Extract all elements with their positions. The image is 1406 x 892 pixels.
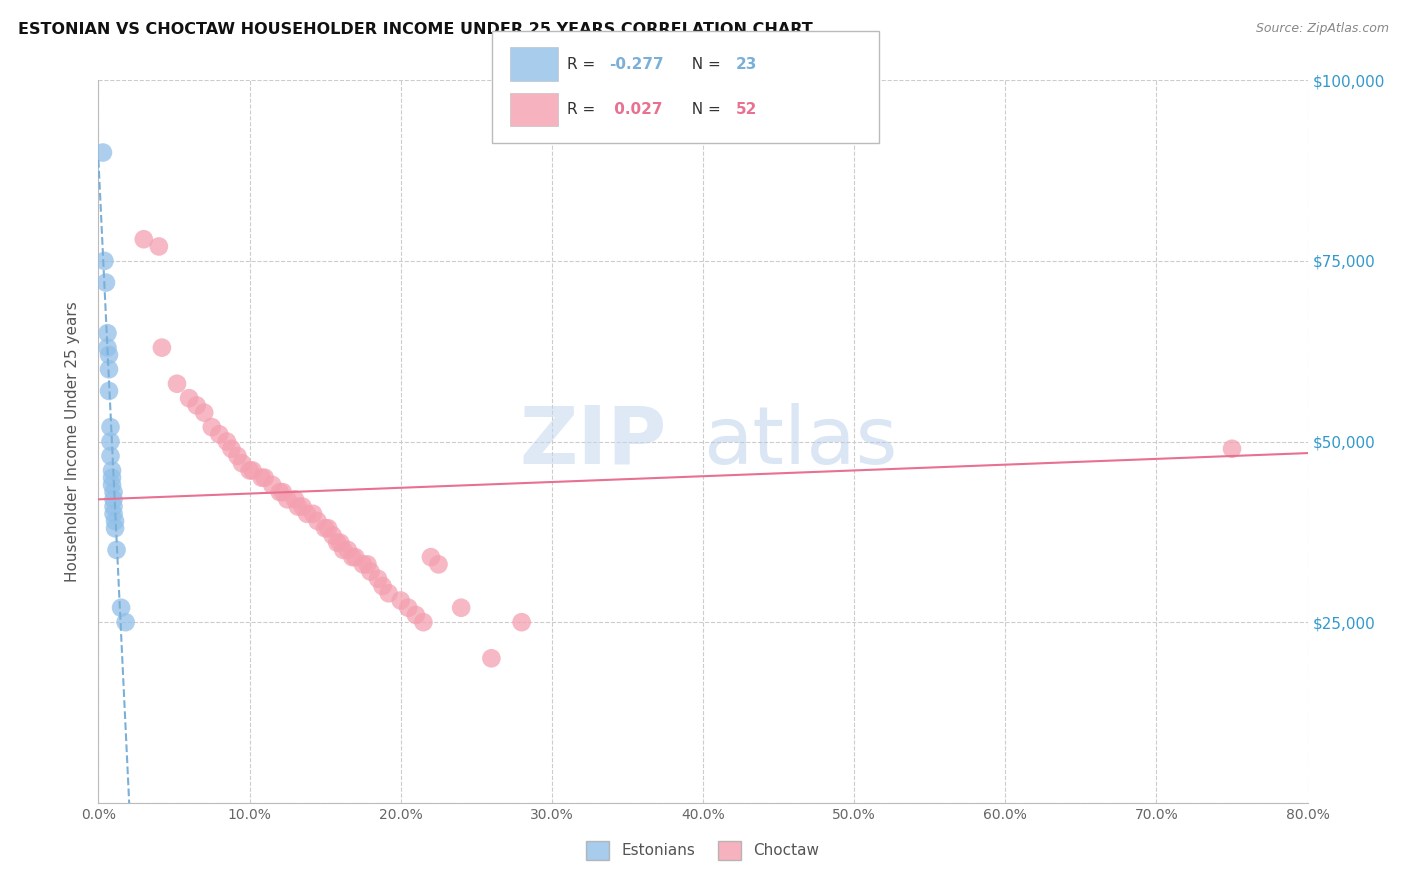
Point (322, 528, 344, 542)
Point (166, 376, 188, 391)
Point (93, 253, 115, 268)
Text: 0.027: 0.027 (609, 102, 662, 117)
Point (96, 326, 118, 340)
Point (360, 565, 382, 579)
Point (201, 420, 224, 434)
Point (104, 514, 127, 528)
Point (231, 456, 253, 470)
Point (344, 550, 367, 565)
Point (186, 398, 208, 412)
Point (481, 651, 503, 665)
Point (276, 492, 298, 507)
Text: R =: R = (567, 102, 600, 117)
Point (242, 463, 264, 477)
Point (208, 427, 231, 442)
Text: N =: N = (682, 57, 725, 72)
Point (132, 232, 155, 246)
Point (96, 341, 118, 355)
Point (295, 507, 318, 521)
Point (98, 362, 121, 376)
Point (332, 542, 354, 557)
Point (396, 600, 419, 615)
Point (103, 485, 125, 500)
Point (287, 500, 309, 514)
Text: 23: 23 (735, 57, 756, 72)
Point (239, 463, 262, 477)
Point (104, 521, 127, 535)
Point (352, 558, 374, 572)
Point (329, 535, 352, 549)
Point (307, 514, 329, 528)
Point (150, 341, 173, 355)
Point (336, 542, 359, 557)
Point (291, 500, 314, 514)
Point (316, 521, 339, 535)
Point (221, 442, 243, 456)
Point (389, 593, 412, 607)
Point (405, 607, 427, 622)
Point (100, 449, 122, 463)
Point (250, 470, 273, 484)
Point (420, 550, 443, 565)
Point (510, 615, 533, 630)
Point (100, 420, 122, 434)
Point (302, 507, 325, 521)
Point (103, 500, 125, 514)
Point (284, 492, 307, 507)
Text: -0.277: -0.277 (609, 57, 664, 72)
Point (98, 384, 121, 398)
Point (101, 463, 124, 477)
Text: ESTONIAN VS CHOCTAW HOUSEHOLDER INCOME UNDER 25 YEARS CORRELATION CHART: ESTONIAN VS CHOCTAW HOUSEHOLDER INCOME U… (18, 22, 813, 37)
Point (100, 434, 122, 449)
Point (342, 550, 364, 565)
Point (215, 434, 238, 449)
Point (91, 145, 114, 160)
Point (98, 348, 121, 362)
Point (105, 542, 128, 557)
Legend: Estonians, Choctaw: Estonians, Choctaw (579, 833, 827, 867)
Text: R =: R = (567, 57, 600, 72)
Point (179, 391, 201, 405)
Point (371, 579, 394, 593)
Point (101, 478, 124, 492)
Point (356, 558, 378, 572)
Point (271, 485, 294, 500)
Text: ZIP: ZIP (519, 402, 666, 481)
Point (193, 406, 215, 420)
Point (110, 600, 132, 615)
Point (226, 449, 249, 463)
Point (103, 492, 125, 507)
Point (103, 507, 125, 521)
Y-axis label: Householder Income Under 25 years: Householder Income Under 25 years (65, 301, 80, 582)
Text: N =: N = (682, 102, 725, 117)
Point (314, 521, 336, 535)
Point (253, 470, 276, 484)
Point (101, 470, 124, 484)
Point (326, 535, 349, 549)
Point (1220, 442, 1243, 456)
Point (94, 276, 117, 290)
Point (262, 478, 284, 492)
Point (367, 572, 389, 586)
Point (450, 600, 472, 615)
Point (148, 239, 170, 253)
Text: atlas: atlas (703, 402, 897, 481)
Point (427, 558, 450, 572)
Point (114, 615, 136, 630)
Point (269, 485, 291, 500)
Point (412, 615, 434, 630)
Point (377, 586, 399, 600)
Text: Source: ZipAtlas.com: Source: ZipAtlas.com (1256, 22, 1389, 36)
Text: 52: 52 (735, 102, 756, 117)
